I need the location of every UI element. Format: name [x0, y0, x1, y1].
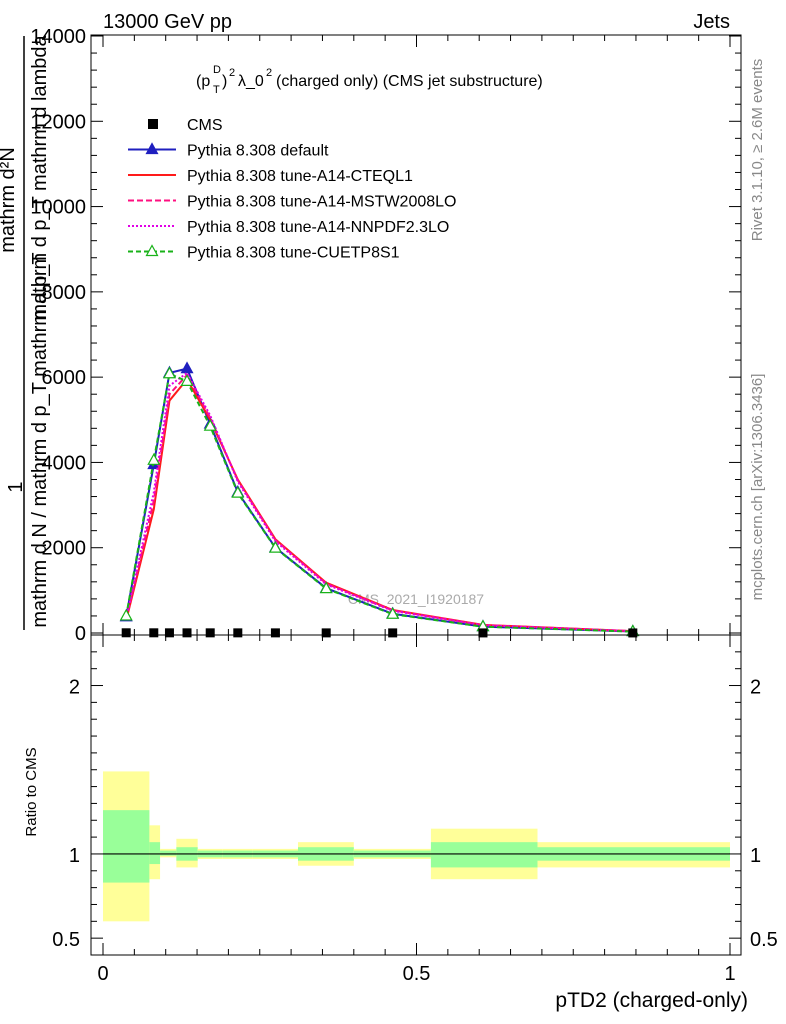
legend-label-cms: CMS	[187, 117, 223, 134]
title-sub-t: T	[213, 84, 220, 96]
main-ytick-label: 6000	[42, 367, 87, 389]
ratio-ytick-label-right: 0.5	[750, 929, 778, 951]
ratio-ytick-label-left: 0.5	[52, 929, 80, 951]
cms-data-point	[121, 628, 131, 638]
rivet-label: Rivet 3.1.10, ≥ 2.6M events	[749, 59, 766, 242]
ratio-band-inner	[103, 810, 150, 883]
series-line-3	[125, 371, 633, 633]
ratio-plot-frame	[90, 634, 742, 956]
title-lambda: λ_0	[238, 73, 264, 90]
title-rest: )	[222, 73, 227, 90]
main-ylabel: 1 mathrm d²N mathrm d p_T mathrm d lambd…	[0, 34, 51, 630]
main-title: (p D T ) 2 λ_0 2 (charged only) (CMS jet…	[196, 64, 543, 96]
ratio-ytick-label-right: 1	[750, 845, 761, 867]
x-axis-label: pTD2 (charged-only)	[555, 989, 748, 1012]
series-marker-4	[162, 366, 176, 379]
ratio-xtick-label: 0	[97, 963, 108, 985]
title-sup-2b: 2	[266, 67, 272, 79]
header-right: Jets	[693, 11, 730, 33]
main-ytick-label: 14000	[30, 26, 86, 48]
legend-marker-cms	[148, 119, 158, 129]
cms-data-point	[205, 628, 215, 638]
ylabel-numerator-tail: mathrm d p_T mathrm d lambda	[29, 34, 51, 320]
cms-data-point	[628, 628, 638, 638]
ratio-xtick-label: 0.5	[403, 963, 431, 985]
series-marker-4	[119, 608, 133, 621]
series-marker-4	[147, 453, 161, 465]
series-marker-4	[203, 418, 217, 431]
title-tail: (charged only) (CMS jet substructure)	[276, 73, 543, 90]
ratio-ylabel: Ratio to CMS	[23, 747, 40, 836]
cms-data-point	[233, 628, 243, 638]
series-marker-4	[386, 606, 400, 619]
main-ytick-label: 0	[75, 623, 86, 645]
cms-data-point	[478, 628, 488, 638]
cms-data-point	[182, 628, 192, 638]
title-sup-d: D	[213, 64, 221, 76]
ratio-band-inner	[149, 842, 161, 865]
legend-marker-0	[145, 142, 159, 155]
legend-label-1: Pythia 8.308 tune-A14-CTEQL1	[187, 168, 413, 185]
main-axis-ticks: 0 2000 4000 6000 8000 10000 12000 14000	[30, 26, 741, 645]
header-left: 13000 GeV pp	[103, 11, 232, 33]
ylabel-numerator: mathrm d²N	[0, 147, 19, 253]
ratio-ytick-label-right: 2	[750, 677, 761, 699]
main-ytick-label: 8000	[42, 282, 87, 304]
cms-data-point	[149, 628, 159, 638]
ratio-band-inner	[430, 842, 538, 868]
legend-marker-4	[145, 244, 159, 257]
series-marker-4	[268, 540, 282, 553]
cms-data-point	[321, 628, 331, 638]
ratio-ytick-label-left: 2	[69, 677, 80, 699]
ratio-xtick-label: 1	[724, 963, 735, 985]
ylabel-denominator: mathrm d N / mathrm d p_T mathrm d p_T	[29, 252, 51, 627]
ylabel-one: 1	[5, 481, 27, 492]
legend-label-3: Pythia 8.308 tune-A14-NNPDF2.3LO	[187, 219, 449, 236]
series-marker-0	[180, 361, 194, 374]
main-ytick-label: 10000	[30, 197, 86, 219]
legend-label-4: Pythia 8.308 tune-CUETP8S1	[187, 245, 400, 262]
legend-label-0: Pythia 8.308 default	[187, 143, 329, 160]
title-pt: (p	[196, 73, 210, 90]
main-ytick-label: 2000	[42, 538, 87, 560]
main-series-layer	[119, 361, 640, 637]
series-marker-4	[319, 581, 333, 594]
cms-data-point	[164, 628, 174, 638]
ratio-axis-ticks: 0.5 0.5 1 1 2 2 0 0.5 1	[52, 635, 778, 985]
series-marker-4	[180, 374, 194, 387]
mcplots-label: mcplots.cern.ch [arXiv:1306.3436]	[749, 374, 766, 601]
ratio-ytick-label-left: 1	[69, 845, 80, 867]
legend-label-2: Pythia 8.308 tune-A14-MSTW2008LO	[187, 194, 456, 211]
cms-data-point	[388, 628, 398, 638]
cms-points-layer	[121, 628, 638, 638]
analysis-watermark: CMS_2021_I1920187	[348, 591, 484, 607]
main-ytick-label: 4000	[42, 452, 87, 474]
main-ytick-label: 12000	[30, 111, 86, 133]
series-marker-4	[231, 485, 245, 498]
ratio-band-inner	[160, 850, 177, 856]
legend: CMS Pythia 8.308 default Pythia 8.308 tune…	[128, 117, 456, 262]
ratio-bands-layer	[103, 771, 730, 922]
title-sup-2: 2	[229, 67, 235, 79]
cms-data-point	[270, 628, 280, 638]
